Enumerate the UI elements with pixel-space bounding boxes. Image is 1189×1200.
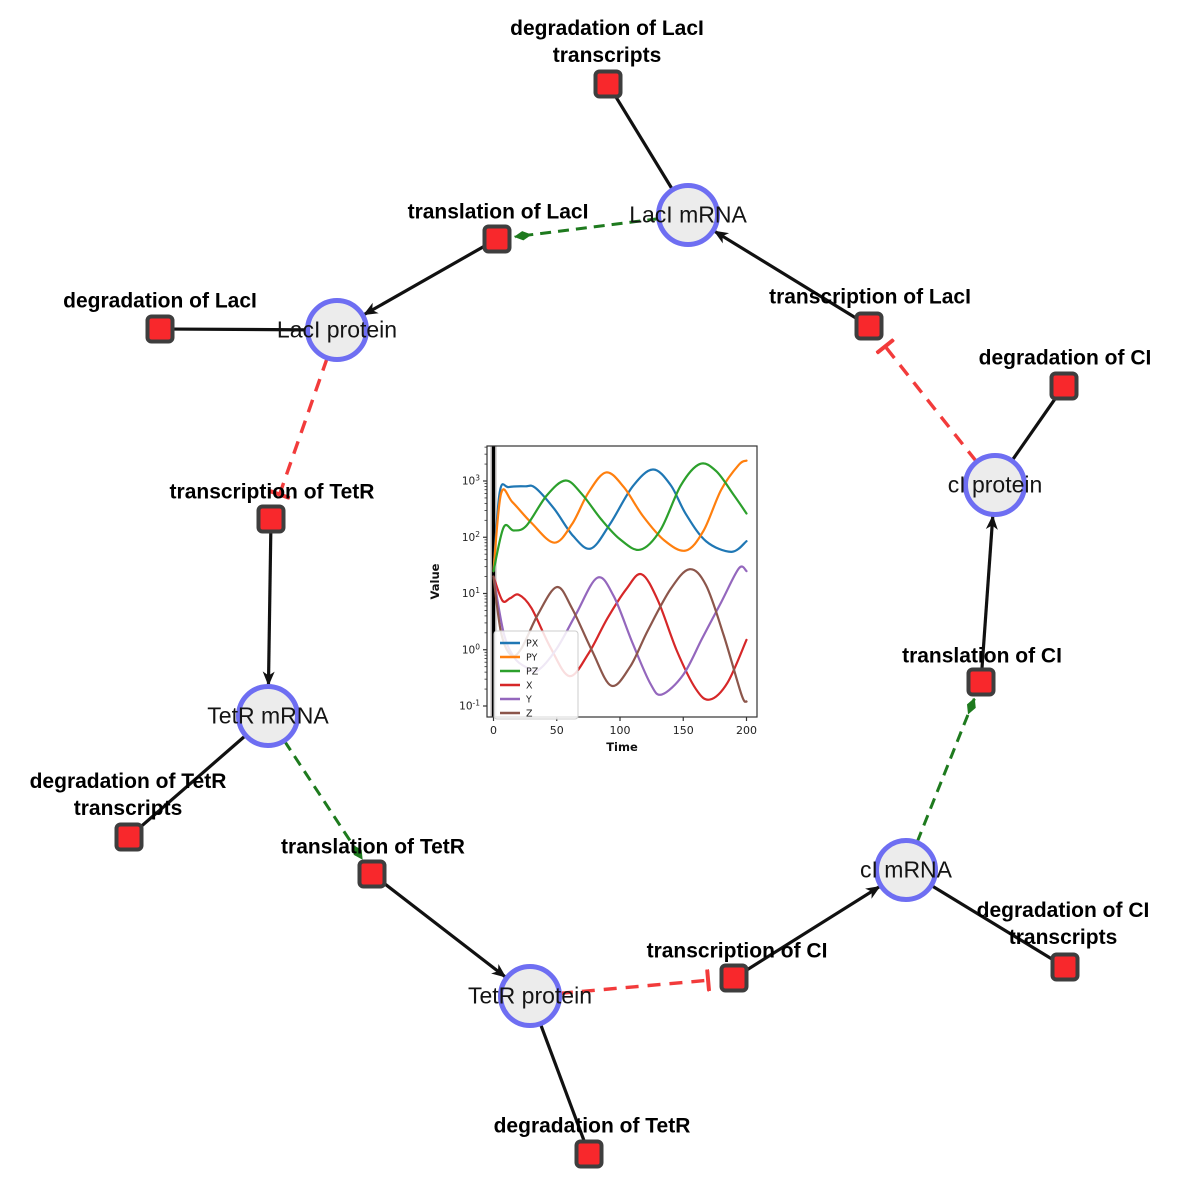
series-line-PX	[492, 468, 748, 573]
reaction-node-txn_tetR[interactable]	[256, 504, 286, 534]
edge-consumption-lacI_mRNA-to-deg_lacI_tx	[613, 94, 675, 192]
reaction-node-deg_cI_tx[interactable]	[1050, 952, 1080, 982]
chart-x-axis-label: Time	[606, 740, 638, 754]
edge-production-txn_tetR-to-tetR_mRNA	[262, 531, 275, 687]
reaction-node-deg_tetR[interactable]	[574, 1139, 604, 1169]
series-line-PY	[492, 459, 748, 573]
reaction-node-deg_cI[interactable]	[1049, 371, 1079, 401]
reaction-node-txn_cI[interactable]	[719, 963, 749, 993]
x-tick-label: 0	[490, 724, 497, 737]
reaction-node-deg_lacI_tx[interactable]	[593, 69, 623, 99]
species-node-cI_mRNA[interactable]	[874, 838, 938, 902]
reaction-node-deg_tetR_tx[interactable]	[114, 822, 144, 852]
series-line-X	[492, 572, 748, 701]
reaction-node-transl_tetR[interactable]	[357, 859, 387, 889]
y-tick-label: 101	[462, 586, 480, 600]
reaction-node-transl_lacI[interactable]	[482, 224, 512, 254]
edge-production-txn_cI-to-cI_mRNA	[744, 884, 882, 973]
edge-consumption-tetR_mRNA-to-deg_tetR_tx	[137, 733, 248, 830]
chart-y-axis-label: Value	[430, 563, 442, 599]
y-tick-label: 10-1	[459, 699, 480, 713]
legend-entry-PX: PX	[526, 639, 539, 650]
x-tick-label: 100	[610, 724, 631, 737]
legend: PX PY PZ XYZ	[493, 630, 579, 720]
series-line-PZ	[492, 462, 748, 573]
y-tick-label: 103	[462, 474, 480, 488]
legend-entry-PY: PY	[526, 653, 538, 664]
reaction-node-txn_lacI[interactable]	[854, 311, 884, 341]
legend-entry-Z: Z	[526, 709, 533, 720]
species-node-tetR_mRNA[interactable]	[236, 684, 300, 748]
legend-entry-PZ: PZ	[526, 667, 539, 678]
x-tick-label: 50	[550, 724, 564, 737]
edge-consumption-lacI_protein-to-deg_lacI	[172, 327, 310, 332]
edge-modifier-cI_mRNA-to-transl_cI	[915, 697, 976, 843]
edge-modifier-lacI_mRNA-to-transl_lacI	[513, 217, 659, 241]
edge-production-txn_lacI-to-lacI_mRNA	[712, 229, 859, 321]
reaction-node-transl_cI[interactable]	[966, 667, 996, 697]
edge-production-transl_tetR-to-tetR_protein	[381, 880, 508, 979]
edge-inhibition-cI_protein-to-txn_lacI	[885, 346, 978, 463]
reaction-node-deg_lacI[interactable]	[145, 314, 175, 344]
y-tick-label: 102	[462, 530, 480, 544]
edge-production-transl_cI-to-cI_protein	[980, 514, 998, 670]
edge-production-transl_lacI-to-lacI_protein	[362, 244, 487, 317]
plot-box	[486, 445, 758, 718]
edge-inhibition-tetR_protein-to-txn_cI	[559, 980, 708, 996]
edge-consumption-cI_mRNA-to-deg_cI_tx	[929, 883, 1055, 962]
edge-inhibition-lacI_protein-to-txn_tetR	[280, 357, 329, 494]
species-node-cI_protein[interactable]	[963, 453, 1027, 517]
species-node-tetR_protein[interactable]	[498, 964, 562, 1028]
legend-entry-X: X	[526, 681, 533, 692]
edge-consumption-cI_protein-to-deg_cI	[1009, 395, 1058, 463]
species-node-lacI_mRNA[interactable]	[656, 183, 720, 247]
x-tick-label: 150	[673, 724, 694, 737]
legend-entry-Y: Y	[525, 695, 532, 706]
species-node-lacI_protein[interactable]	[305, 298, 369, 362]
y-tick-label: 100	[462, 642, 480, 656]
edge-consumption-tetR_protein-to-deg_tetR	[538, 1021, 586, 1143]
x-tick-label: 200	[736, 724, 757, 737]
edge-modifier-tetR_mRNA-to-transl_tetR	[283, 740, 364, 860]
